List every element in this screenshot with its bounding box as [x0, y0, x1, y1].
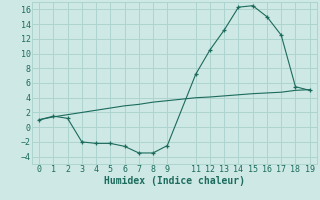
- X-axis label: Humidex (Indice chaleur): Humidex (Indice chaleur): [104, 176, 245, 186]
